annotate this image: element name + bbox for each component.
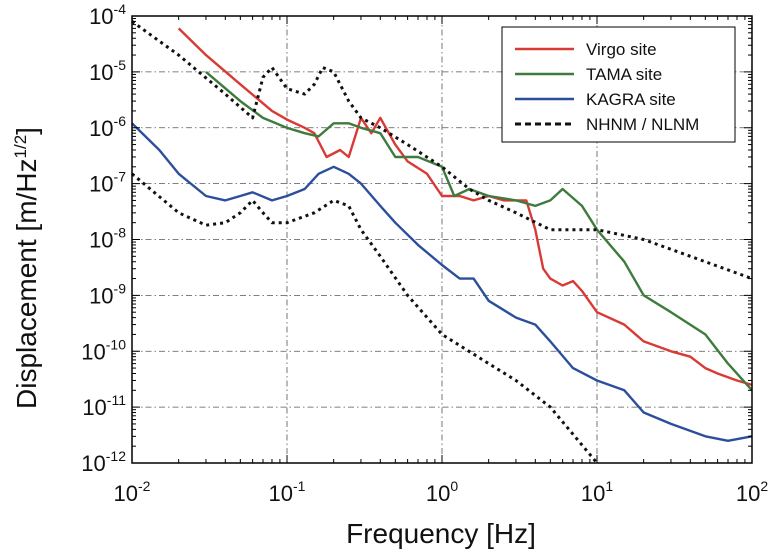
series-line-kagra-site <box>131 122 753 442</box>
y-tick-label: 10-7 <box>89 169 126 197</box>
legend-label: KAGRA site <box>586 90 676 109</box>
axis-tick-labels: 10-2 10-1 100 101 102 10-12 10-11 10-10 10-9 10-8… <box>81 1 768 506</box>
y-tick-label: 10-6 <box>89 113 126 141</box>
series-line-virgo-site <box>177 27 753 387</box>
y-tick-label: 10-5 <box>89 57 126 85</box>
y-axis-title: Displacement [m/Hz1/2] <box>11 127 42 409</box>
legend-label: TAMA site <box>586 65 662 84</box>
y-tick-label: 10-9 <box>89 280 126 308</box>
legend-label: NHNM / NLNM <box>586 115 699 134</box>
y-tick-label: 10-12 <box>81 448 126 476</box>
x-tick-label: 101 <box>581 478 613 506</box>
y-tick-label: 10-8 <box>89 225 126 253</box>
x-tick-label: 10-1 <box>269 478 306 506</box>
axis-ticks <box>131 16 752 464</box>
x-tick-label: 10-2 <box>114 478 151 506</box>
y-tick-label: 10-10 <box>81 336 126 364</box>
y-tick-label: 10-11 <box>82 392 126 420</box>
x-axis-title: Frequency [Hz] <box>346 518 536 549</box>
series-lines <box>131 20 753 464</box>
series-line-nhnm-nlnm <box>131 20 753 281</box>
legend-label: Virgo site <box>586 40 657 59</box>
series-line-nlnm-lower <box>131 172 599 464</box>
x-tick-label: 102 <box>736 478 768 506</box>
y-tick-label: 10-4 <box>89 1 126 29</box>
x-tick-label: 100 <box>426 478 458 506</box>
legend: Virgo site TAMA site KAGRA site NHNM / NLNM <box>501 26 736 143</box>
series-line-tama-site <box>205 70 753 392</box>
